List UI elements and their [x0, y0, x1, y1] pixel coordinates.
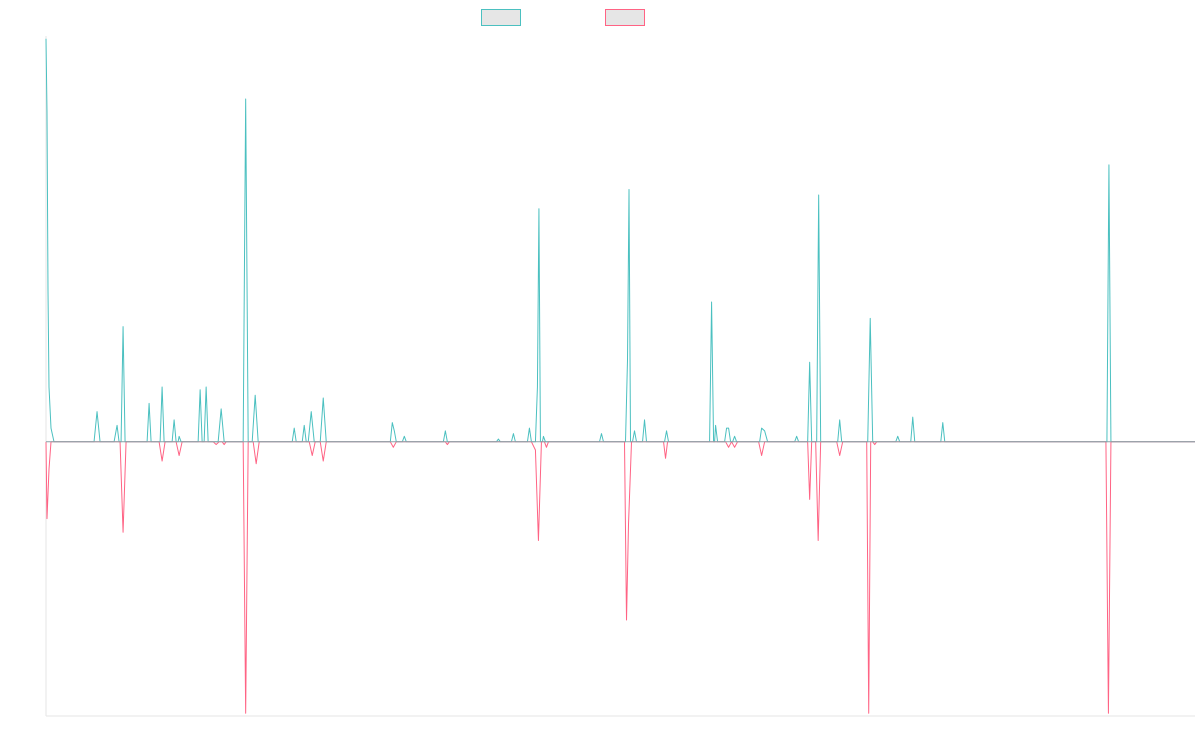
series-1-line [45, 38, 1195, 443]
legend-swatch-1 [481, 9, 521, 26]
axes [45, 36, 1195, 717]
legend [481, 9, 645, 26]
legend-swatch-2 [605, 9, 645, 26]
series-2-line [45, 441, 1195, 714]
series-group [45, 38, 1195, 714]
